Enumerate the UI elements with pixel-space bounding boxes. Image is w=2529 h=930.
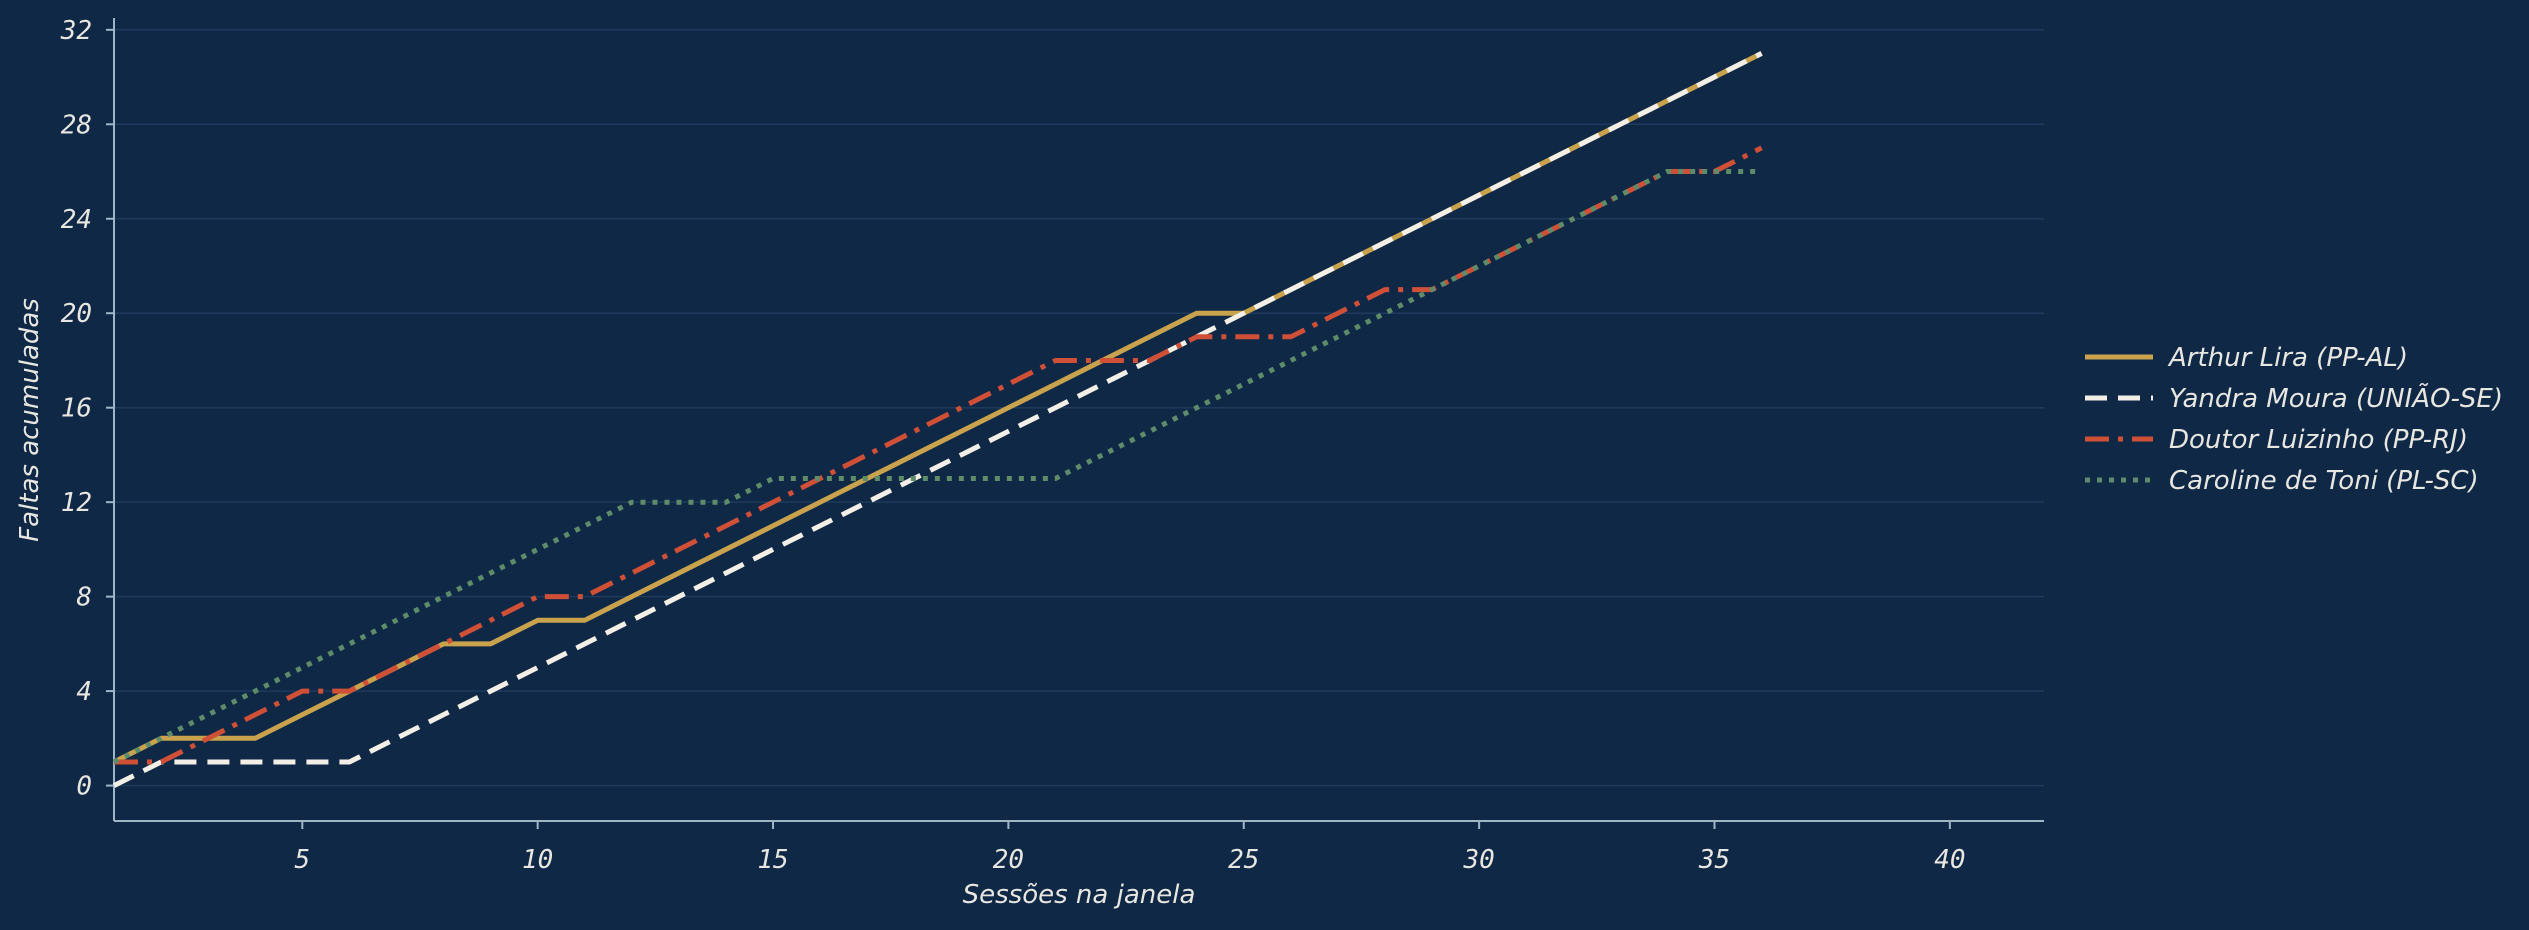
y-tick-label: 32 [60, 16, 92, 46]
x-axis-label: Sessões na janela [963, 880, 1196, 910]
x-tick-label: 15 [757, 845, 788, 875]
legend-label: Doutor Luizinho (PP-RJ) [2169, 425, 2468, 455]
y-tick-label: 16 [61, 394, 92, 424]
x-tick-label: 20 [993, 845, 1024, 875]
y-ticks: 0 4 8 12 16 20 24 28 32 [60, 16, 114, 802]
y-tick-label: 0 [76, 772, 92, 802]
series-lines [112, 51, 1763, 788]
x-tick-label: 30 [1462, 845, 1494, 875]
legend-label: Arthur Lira (PP-AL) [2167, 343, 2408, 373]
legend-label: Yandra Moura (UNIÃO-SE) [2169, 382, 2503, 414]
series-line-3 [114, 145, 1763, 765]
legend-label: Caroline de Toni (PL-SC) [2169, 466, 2479, 496]
y-tick-label: 20 [61, 299, 92, 329]
x-tick-label: 40 [1934, 845, 1965, 875]
y-axis-label: Faltas acumuladas [15, 298, 45, 542]
legend: Arthur Lira (PP-AL) Yandra Moura (UNIÃO-S… [2085, 343, 2503, 496]
y-tick-label: 8 [76, 583, 92, 613]
x-tick-label: 35 [1698, 845, 1730, 875]
x-tick-label: 10 [522, 845, 553, 875]
gridlines [114, 29, 2044, 787]
series-line-2 [112, 51, 1763, 788]
x-tick-label: 25 [1228, 845, 1259, 875]
y-tick-label: 4 [76, 677, 92, 707]
y-tick-label: 28 [61, 110, 92, 140]
y-tick-label: 12 [61, 488, 92, 518]
series-line-4 [112, 169, 1762, 765]
x-ticks: 5 10 15 20 25 30 35 40 [294, 821, 1966, 875]
y-tick-label: 24 [61, 205, 92, 235]
x-tick-label: 5 [294, 845, 310, 875]
